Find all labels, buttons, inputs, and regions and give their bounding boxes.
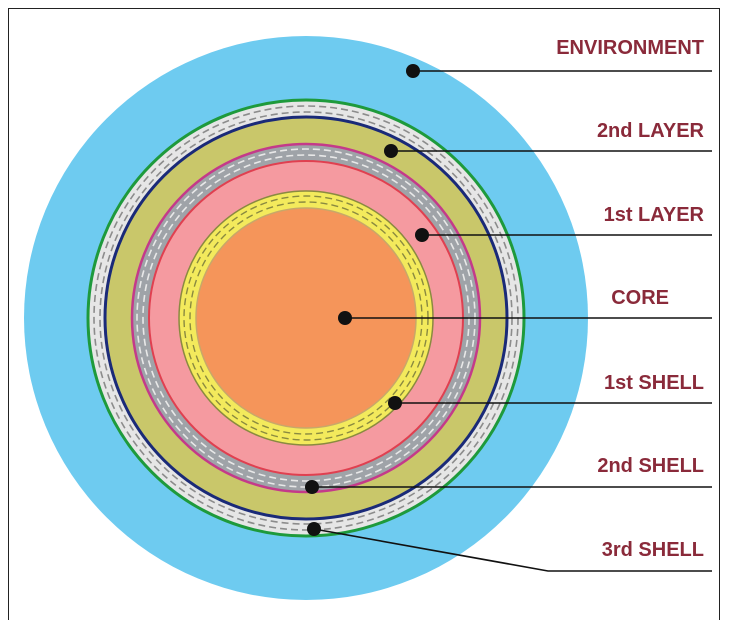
dot-shell2 <box>305 480 319 494</box>
label-shell3: 3rd SHELL <box>602 539 704 561</box>
dot-layer2 <box>384 144 398 158</box>
dot-shell1 <box>388 396 402 410</box>
label-environment: ENVIRONMENT <box>556 37 704 59</box>
label-shell2: 2nd SHELL <box>597 455 704 477</box>
label-core: CORE <box>611 287 669 309</box>
dot-layer1 <box>415 228 429 242</box>
dot-environment <box>406 64 420 78</box>
label-shell1: 1st SHELL <box>604 372 704 394</box>
marker-dots <box>305 64 429 536</box>
leader-line-shell3 <box>313 528 712 572</box>
dot-shell3 <box>307 522 321 536</box>
label-layer2: 2nd LAYER <box>597 120 705 142</box>
dot-core <box>338 311 352 325</box>
leader-lines <box>312 70 712 572</box>
label-layer1: 1st LAYER <box>604 204 705 226</box>
